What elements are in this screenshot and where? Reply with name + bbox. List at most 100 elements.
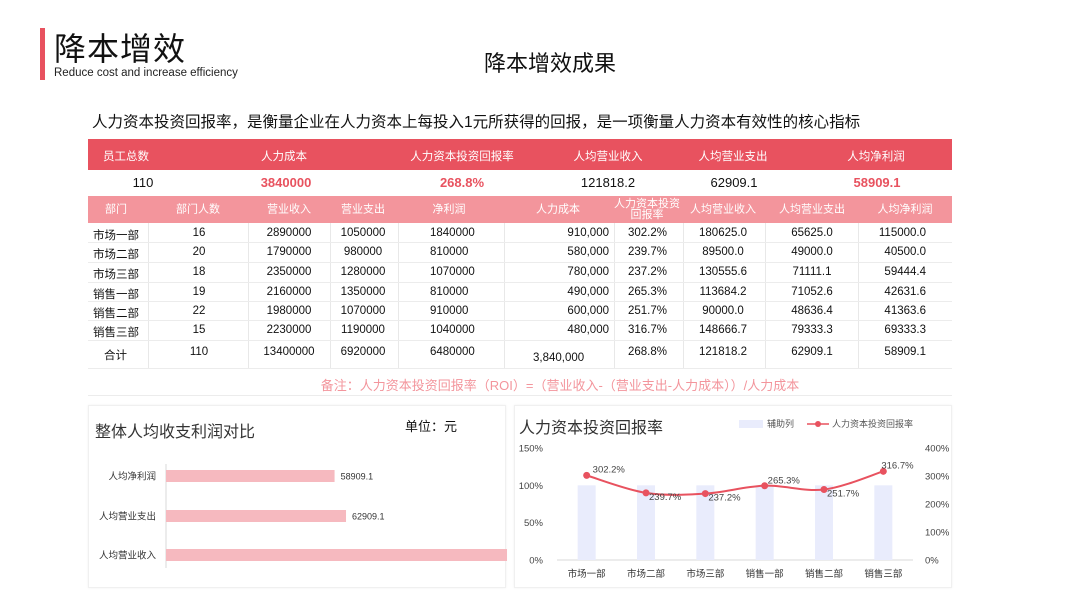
table-cell: 42631.6 (884, 286, 926, 298)
x-tick-label: 销售一部 (746, 568, 784, 580)
x-tick-label: 销售二部 (805, 568, 843, 580)
table-header-cell: 人均净利润 (877, 203, 933, 215)
table-cell: 1050000 (340, 227, 386, 239)
summary-label: 人力成本 (261, 151, 307, 163)
table-cell: 49000.0 (791, 246, 833, 258)
category-label: 人均净利润 (108, 471, 156, 483)
table-cell: 237.2% (627, 266, 667, 278)
summary-label: 人均营业收入 (573, 151, 643, 163)
table-cell: 148666.7 (699, 324, 747, 336)
table-cell: 58909.1 (884, 346, 926, 358)
bar (166, 510, 347, 522)
data-label: 237.2% (708, 493, 741, 504)
category-label: 人均营业收入 (99, 550, 157, 562)
table-cell: 22 (192, 305, 206, 317)
table-cell: 13400000 (263, 346, 315, 358)
table-row-divider (88, 242, 952, 243)
table-cell: 79333.3 (791, 324, 833, 336)
legend-label: 辅助列 (767, 418, 794, 429)
bar (637, 485, 655, 560)
page-subtitle: Reduce cost and increase efficiency (54, 67, 238, 79)
table-cell: 316.7% (627, 324, 667, 336)
table-row-divider (88, 368, 952, 369)
table-cell: 市场一部 (93, 230, 139, 242)
summary-value: 3840000 (260, 175, 312, 190)
unit-label: 单位：元 (405, 419, 458, 434)
table-cell: 1790000 (266, 246, 312, 258)
table-cell: 2890000 (266, 227, 312, 239)
table-cell: 121818.2 (699, 346, 747, 358)
bar (577, 485, 596, 560)
per-capita-chart-panel: 整体人均收支利润对比 单位：元 人均净利润 58909.1 人均营业支出 62909.… (88, 405, 507, 588)
table-cell: 市场三部 (93, 269, 139, 281)
table-cell: 71052.6 (791, 286, 833, 298)
bar (696, 485, 715, 560)
table-header-cell: 人均营业支出 (779, 203, 845, 215)
table-column-divider (614, 223, 615, 368)
y-left-tick: 150% (519, 444, 544, 455)
table-cell: 1070000 (430, 266, 475, 278)
data-label: 316.7% (881, 460, 914, 471)
table-cell: 19 (192, 286, 206, 298)
roi-point (761, 482, 769, 490)
table-header-cell: 人力成本 (536, 203, 580, 215)
description-text: 人力资本投资回报率，是衡量企业在人力资本上每投入1元所获得的回报，是一项衡量人力… (92, 114, 861, 131)
table-column-divider (248, 223, 249, 368)
table-cell: 600,000 (567, 305, 609, 317)
y-left-tick: 0% (529, 556, 543, 567)
table-cell: 89500.0 (702, 246, 744, 258)
summary-label: 员工总数 (103, 151, 149, 163)
table-cell: 239.7% (627, 246, 667, 258)
summary-value: 110 (132, 175, 154, 190)
data-label: 265.3% (768, 476, 801, 487)
table-cell: 1350000 (340, 286, 386, 298)
y-right-tick: 200% (925, 500, 950, 511)
table-column-divider (148, 223, 149, 368)
table-cell: 3,840,000 (533, 352, 585, 364)
table-cell: 合计 (104, 350, 127, 362)
x-tick-label: 市场三部 (686, 568, 724, 580)
data-label: 239.7% (649, 492, 682, 503)
x-tick-label: 销售三部 (864, 568, 902, 580)
table-cell: 6920000 (340, 346, 386, 358)
table-header: 部门 部门人数 营业收入 营业支出 净利润 人力成本 人力资本投资回报率 人均营… (88, 196, 952, 223)
page-title: 降本增效 (54, 31, 187, 67)
summary-value: 62909.1 (710, 175, 758, 190)
summary-value: 121818.2 (580, 175, 636, 190)
summary-value: 268.8% (439, 175, 485, 190)
table-cell: 113684.2 (699, 286, 747, 298)
table-column-divider (504, 223, 505, 368)
table-cell: 销售一部 (93, 289, 139, 301)
table-column-divider (765, 223, 766, 368)
table-header-cell: 营业收入 (267, 203, 311, 215)
table-column-divider (683, 223, 684, 368)
table-row-divider (88, 282, 952, 283)
table-cell: 69333.3 (884, 324, 926, 336)
table-cell: 780,000 (567, 266, 609, 278)
legend-swatch-bar (739, 420, 763, 428)
roi-chart-panel: 人力资本投资回报率 辅助列 人力资本投资回报率 0% 50% 100% 150% 0% 100… (514, 405, 952, 588)
summary-header: 员工总数 人力成本 人力资本投资回报率 人均营业收入 人均营业支出 人均净利润 (88, 139, 952, 170)
roi-point (701, 490, 709, 498)
table-header-cell: 营业支出 (341, 203, 385, 215)
data-label: 58909.1 (341, 472, 374, 482)
footnote: 备注：人力资本投资回报率（ROI）=（营业收入-（营业支出-人力成本））/人力成… (320, 378, 800, 393)
table-cell: 810000 (430, 246, 469, 258)
table-cell: 71111.1 (792, 266, 832, 278)
table-cell: 59444.4 (884, 266, 926, 278)
table-column-divider (858, 223, 859, 368)
table-cell: 251.7% (627, 305, 667, 317)
table-cell: 1190000 (341, 324, 385, 336)
bar (166, 470, 335, 482)
table-row-divider (88, 262, 952, 263)
table-cell: 62909.1 (791, 346, 833, 358)
table-row-divider (88, 395, 952, 396)
table-cell: 2160000 (266, 286, 312, 298)
y-right-tick: 300% (925, 472, 950, 483)
category-label: 人均营业支出 (99, 511, 156, 523)
table-cell: 980000 (343, 246, 383, 258)
table-cell: 18 (192, 266, 206, 278)
summary-value: 58909.1 (853, 175, 901, 190)
table-cell: 110 (189, 346, 209, 358)
bar (874, 485, 893, 560)
